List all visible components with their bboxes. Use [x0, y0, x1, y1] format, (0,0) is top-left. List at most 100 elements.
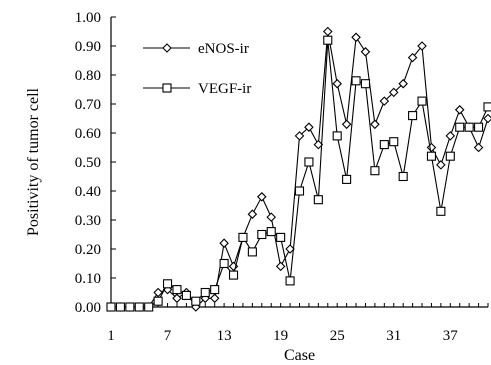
x-tick-label: 19	[273, 328, 288, 344]
y-tick-label: 0.90	[75, 39, 101, 55]
data-point	[322, 26, 333, 37]
data-point	[436, 206, 446, 216]
data-point	[445, 151, 455, 161]
data-point	[360, 79, 371, 89]
data-point	[389, 137, 399, 147]
data-point	[445, 131, 456, 141]
data-point	[474, 122, 484, 132]
data-point	[332, 78, 342, 89]
data-point	[426, 151, 437, 161]
data-point	[200, 287, 210, 298]
x-tick-label: 31	[386, 328, 401, 344]
data-point	[464, 122, 474, 132]
legend-label: eNOS-ir	[198, 41, 249, 57]
data-point	[398, 78, 408, 89]
data-point	[341, 119, 352, 130]
data-point	[228, 270, 239, 280]
y-tick-label: 0.80	[75, 68, 101, 84]
series-line	[111, 40, 489, 308]
legend-marker	[162, 83, 172, 93]
data-point	[276, 232, 286, 242]
data-point	[266, 227, 276, 237]
data-point	[247, 209, 258, 219]
data-point	[304, 122, 314, 132]
data-point	[285, 244, 295, 254]
data-point	[408, 111, 418, 121]
x-axis-title: Case	[284, 347, 315, 364]
y-tick-label: 0.40	[75, 184, 101, 200]
data-point	[379, 96, 390, 106]
data-point	[483, 102, 491, 112]
data-point	[172, 293, 182, 304]
data-point	[238, 232, 248, 242]
data-point	[294, 131, 305, 141]
y-tick-label: 0.10	[75, 271, 101, 287]
data-point	[370, 166, 380, 176]
data-point	[294, 186, 305, 196]
data-point	[153, 296, 163, 306]
legend-marker	[162, 43, 172, 53]
data-point	[379, 140, 389, 150]
x-tick-label: 13	[217, 328, 232, 344]
data-point	[398, 171, 408, 182]
data-point	[163, 279, 173, 289]
data-point	[106, 302, 116, 312]
data-point	[323, 35, 333, 45]
data-point	[417, 96, 427, 106]
y-axis-title: Positivity of tumor cell	[25, 87, 42, 236]
data-point	[209, 293, 220, 304]
series-enos	[106, 26, 491, 312]
data-point	[417, 41, 427, 51]
data-point	[483, 113, 491, 124]
data-point	[181, 290, 191, 300]
data-point	[275, 261, 286, 272]
data-point	[313, 195, 323, 205]
data-point	[426, 142, 437, 153]
legend-item-vegf: VEGF-ir	[143, 81, 251, 97]
data-point	[313, 139, 324, 150]
data-point	[191, 296, 201, 306]
data-point	[266, 212, 277, 222]
data-point	[115, 302, 125, 312]
data-point	[247, 247, 257, 257]
data-point	[436, 160, 446, 170]
data-point	[351, 76, 361, 86]
data-point	[144, 302, 154, 312]
legend-item-enos: eNOS-ir	[143, 41, 249, 57]
data-point	[455, 122, 465, 132]
data-point	[407, 52, 418, 63]
y-tick-label: 0.00	[75, 300, 101, 316]
data-point	[351, 32, 361, 43]
data-point	[257, 229, 267, 240]
data-point	[342, 174, 352, 184]
data-point	[257, 192, 267, 202]
data-point	[172, 285, 182, 295]
data-point	[219, 238, 229, 248]
data-point	[370, 119, 380, 130]
series-line	[111, 31, 489, 308]
data-point	[153, 287, 163, 298]
data-point	[332, 131, 342, 141]
data-point	[454, 105, 465, 115]
y-tick-label: 0.30	[75, 213, 101, 229]
x-tick-label: 25	[330, 328, 345, 344]
data-point	[125, 302, 135, 312]
axes: 0.00 0.10 0.20 0.30 0.40 0.50 0.60 0.70 0.80 0.90…	[75, 10, 489, 344]
legend-label: VEGF-ir	[198, 81, 251, 97]
y-tick-label: 0.50	[75, 155, 101, 171]
y-tick-label: 1.00	[75, 10, 101, 26]
x-tick-label: 37	[443, 328, 459, 344]
series-layer	[106, 26, 491, 312]
data-point	[360, 47, 371, 57]
data-point	[210, 285, 220, 295]
y-tick-label: 0.70	[75, 97, 101, 113]
data-point	[388, 87, 399, 98]
y-tick-label: 0.20	[75, 242, 101, 258]
data-point	[304, 157, 314, 167]
data-point	[473, 142, 484, 153]
x-tick-label: 1	[107, 328, 115, 344]
data-point	[285, 276, 295, 286]
y-tick-label: 0.60	[75, 126, 101, 142]
x-tick-label: 7	[164, 328, 172, 344]
